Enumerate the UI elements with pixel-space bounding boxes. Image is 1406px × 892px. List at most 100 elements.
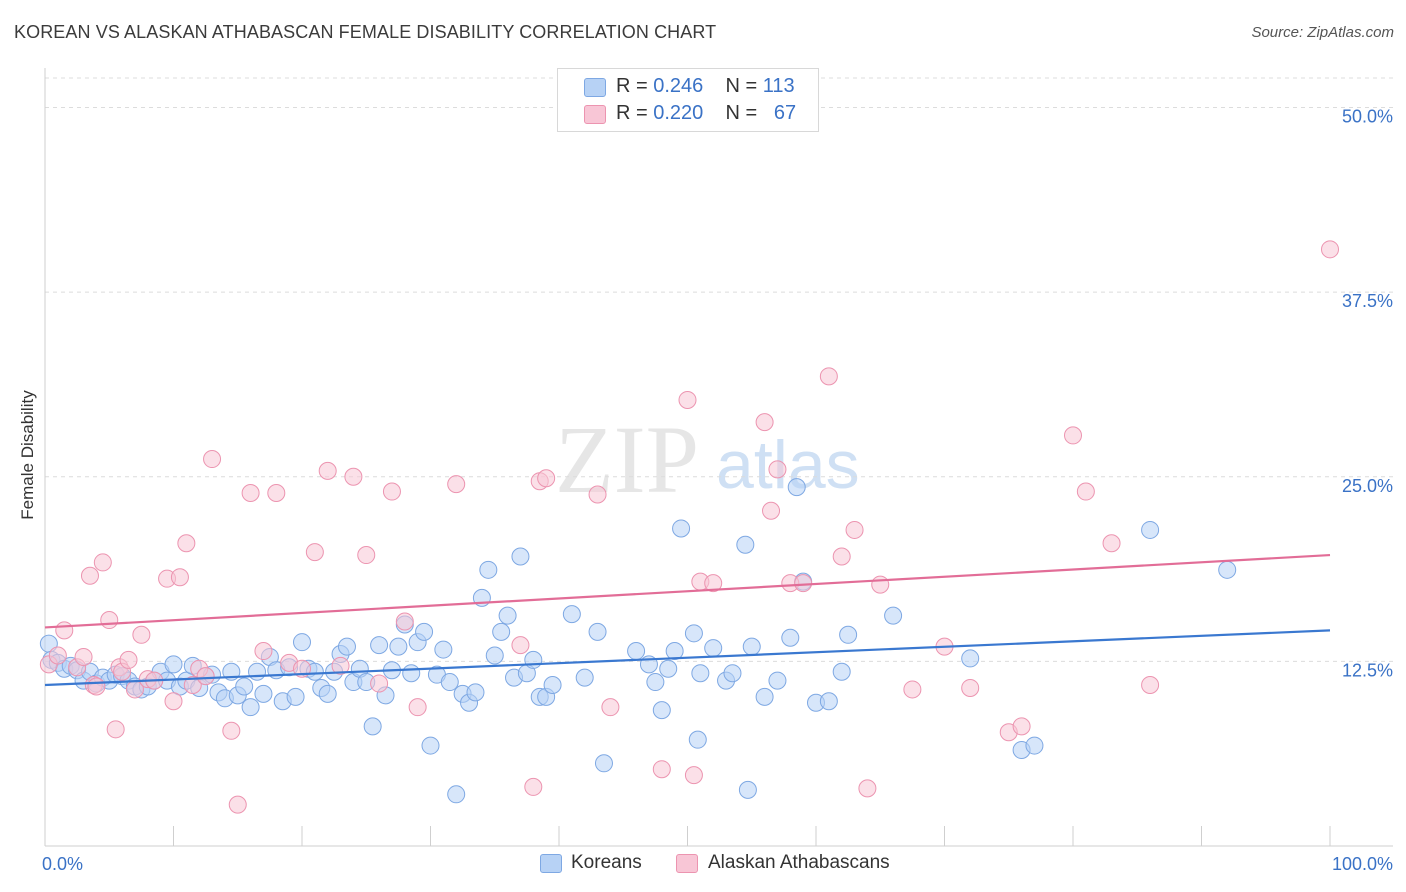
athabascan-point (80, 566, 99, 585)
athabascan-point (768, 460, 787, 479)
source-credit: Source: ZipAtlas.com (1251, 24, 1394, 41)
athabascan-point (267, 484, 286, 503)
athabascan-point (254, 642, 273, 661)
korean-point (738, 780, 757, 799)
athabascan-point (447, 475, 466, 494)
athabascan-point (832, 547, 851, 566)
athabascan-point (132, 625, 151, 644)
korean-point (389, 637, 408, 656)
koreans-swatch (584, 78, 606, 97)
athabascans-points (39, 240, 1339, 814)
athabascans-legend-swatch (676, 854, 698, 873)
korean-point (511, 547, 530, 566)
korean-point (543, 676, 562, 695)
y-tick-labels: 12.5% 25.0% 37.5% 50.0% (1342, 107, 1393, 681)
korean-point (562, 605, 581, 624)
athabascan-point (511, 636, 530, 655)
korean-point (1218, 560, 1237, 579)
korean-point (588, 622, 607, 641)
athabascan-point (762, 501, 781, 520)
koreans-legend-label: Koreans (571, 852, 642, 873)
korean-point (736, 535, 755, 554)
chart-title: KOREAN VS ALASKAN ATHABASCAN FEMALE DISA… (14, 22, 717, 42)
korean-point (684, 624, 703, 643)
korean-point (742, 637, 761, 656)
athabascans-swatch (584, 105, 606, 124)
athabascan-point (331, 656, 350, 675)
korean-point (768, 671, 787, 690)
athabascan-point (1076, 482, 1095, 501)
korean-point (524, 650, 543, 669)
athabascan-point (755, 413, 774, 432)
korean-point (961, 649, 980, 668)
y-tick-label: 12.5% (1342, 660, 1393, 680)
athabascan-point (93, 553, 112, 572)
athabascan-point (241, 484, 260, 503)
athabascan-point (858, 779, 877, 798)
athabascan-point (305, 543, 324, 562)
athabascans-n-value: 67 (773, 102, 797, 124)
athabascan-point (119, 650, 138, 669)
athabascan-point (1321, 240, 1339, 259)
athabascan-point (408, 698, 427, 717)
watermark-atlas: atlas (716, 427, 860, 503)
athabascan-point (177, 534, 196, 553)
athabascans-n-label: N = (725, 102, 758, 124)
athabascans-legend-label: Alaskan Athabascans (708, 852, 890, 873)
athabascan-point (1064, 426, 1082, 445)
korean-point (492, 622, 511, 641)
koreans-trend-line (44, 629, 1331, 687)
athabascan-point (370, 674, 389, 693)
athabascan-point (684, 766, 703, 785)
athabascan-point (228, 795, 247, 814)
korean-point (235, 677, 254, 696)
korean-point (665, 642, 684, 661)
athabascan-point (203, 450, 222, 469)
koreans-n-value: 113 (762, 75, 795, 97)
athabascan-point (1141, 676, 1160, 695)
korean-point (755, 687, 774, 706)
correlation-legend: R = 0.246 N = 113 R = 0.220 N = 67 (557, 68, 819, 132)
athabascan-point (87, 677, 106, 696)
korean-point (434, 640, 453, 659)
athabascan-point (382, 482, 401, 501)
x-tick-label-max: 100.0% (1332, 854, 1393, 874)
athabascan-point (74, 647, 93, 666)
athabascan-point (1102, 534, 1121, 553)
axes (44, 68, 1393, 847)
athabascan-point (704, 574, 723, 593)
korean-point (370, 636, 389, 655)
x-tick-label-min: 0.0% (42, 854, 83, 874)
athabascans-trend-line (44, 553, 1331, 629)
korean-point (318, 684, 337, 703)
koreans-points (39, 478, 1237, 804)
koreans-n-label: N = (725, 75, 758, 97)
korean-point (723, 664, 742, 683)
korean-point (1025, 736, 1044, 755)
athabascan-point (55, 621, 74, 640)
korean-point (575, 668, 594, 687)
korean-point (498, 606, 517, 625)
korean-point (819, 692, 838, 711)
y-tick-label: 37.5% (1342, 291, 1393, 311)
athabascan-point (537, 469, 556, 488)
athabascan-point (170, 568, 189, 587)
athabascan-point (183, 676, 202, 695)
grid-lines (45, 77, 1393, 662)
zipatlas-watermark: ZIP atlas (555, 406, 860, 513)
athabascan-point (961, 678, 980, 697)
korean-point (447, 785, 466, 804)
korean-point (832, 662, 851, 681)
korean-point (164, 655, 183, 674)
korean-point (688, 730, 707, 749)
athabascan-point (678, 390, 697, 409)
athabascan-point (318, 461, 337, 480)
korean-point (659, 659, 678, 678)
trend-lines (44, 553, 1331, 687)
athabascan-point (164, 692, 183, 711)
korean-point (466, 683, 485, 702)
athabascan-point (588, 485, 607, 504)
athabascan-point (903, 680, 922, 699)
korean-point (440, 673, 459, 692)
korean-point (402, 664, 421, 683)
